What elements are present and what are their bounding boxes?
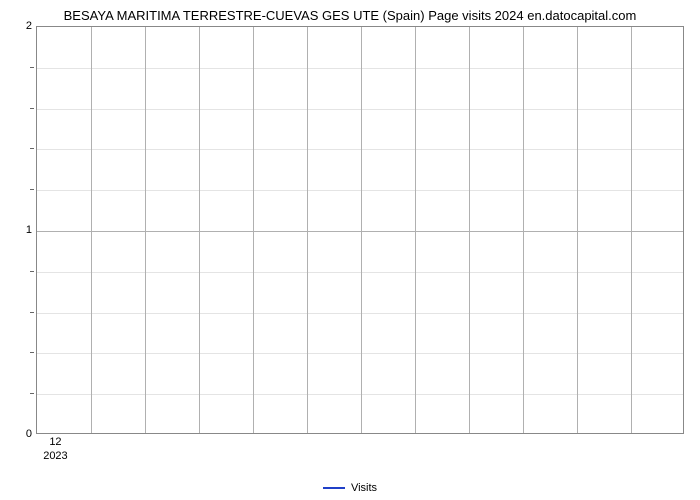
gridline-horizontal: [37, 394, 683, 395]
gridline-vertical: [307, 27, 308, 433]
chart-title: BESAYA MARITIMA TERRESTRE-CUEVAS GES UTE…: [0, 8, 700, 23]
legend-swatch: [323, 487, 345, 489]
gridline-horizontal: [37, 68, 683, 69]
y-tick-label: 0: [26, 428, 32, 440]
gridline-vertical: [469, 27, 470, 433]
y-minor-tick: [30, 393, 34, 394]
y-minor-tick: [30, 108, 34, 109]
gridline-vertical: [91, 27, 92, 433]
y-minor-tick: [30, 189, 34, 190]
gridline-vertical: [199, 27, 200, 433]
gridline-horizontal: [37, 190, 683, 191]
gridline-horizontal: [37, 353, 683, 354]
gridline-vertical: [523, 27, 524, 433]
gridline-vertical: [253, 27, 254, 433]
gridline-horizontal: [37, 149, 683, 150]
y-minor-tick: [30, 67, 34, 68]
gridline-vertical: [145, 27, 146, 433]
x-tick-label-year: 2023: [43, 450, 67, 462]
y-tick-label: 2: [26, 20, 32, 32]
y-tick-label: 1: [26, 224, 32, 236]
y-minor-tick: [30, 312, 34, 313]
y-minor-tick: [30, 352, 34, 353]
gridline-vertical: [415, 27, 416, 433]
gridline-vertical: [631, 27, 632, 433]
y-minor-tick: [30, 271, 34, 272]
legend: Visits: [0, 482, 700, 494]
x-tick-label-month: 12: [49, 436, 61, 448]
gridline-vertical: [361, 27, 362, 433]
gridline-horizontal: [37, 313, 683, 314]
plot-area: [36, 26, 684, 434]
gridline-horizontal: [37, 272, 683, 273]
gridline-horizontal: [37, 109, 683, 110]
legend-label: Visits: [351, 482, 377, 494]
gridline-vertical: [577, 27, 578, 433]
gridline-horizontal: [37, 231, 683, 232]
chart-container: { "chart": { "type": "line", "title": "B…: [0, 0, 700, 500]
y-minor-tick: [30, 148, 34, 149]
